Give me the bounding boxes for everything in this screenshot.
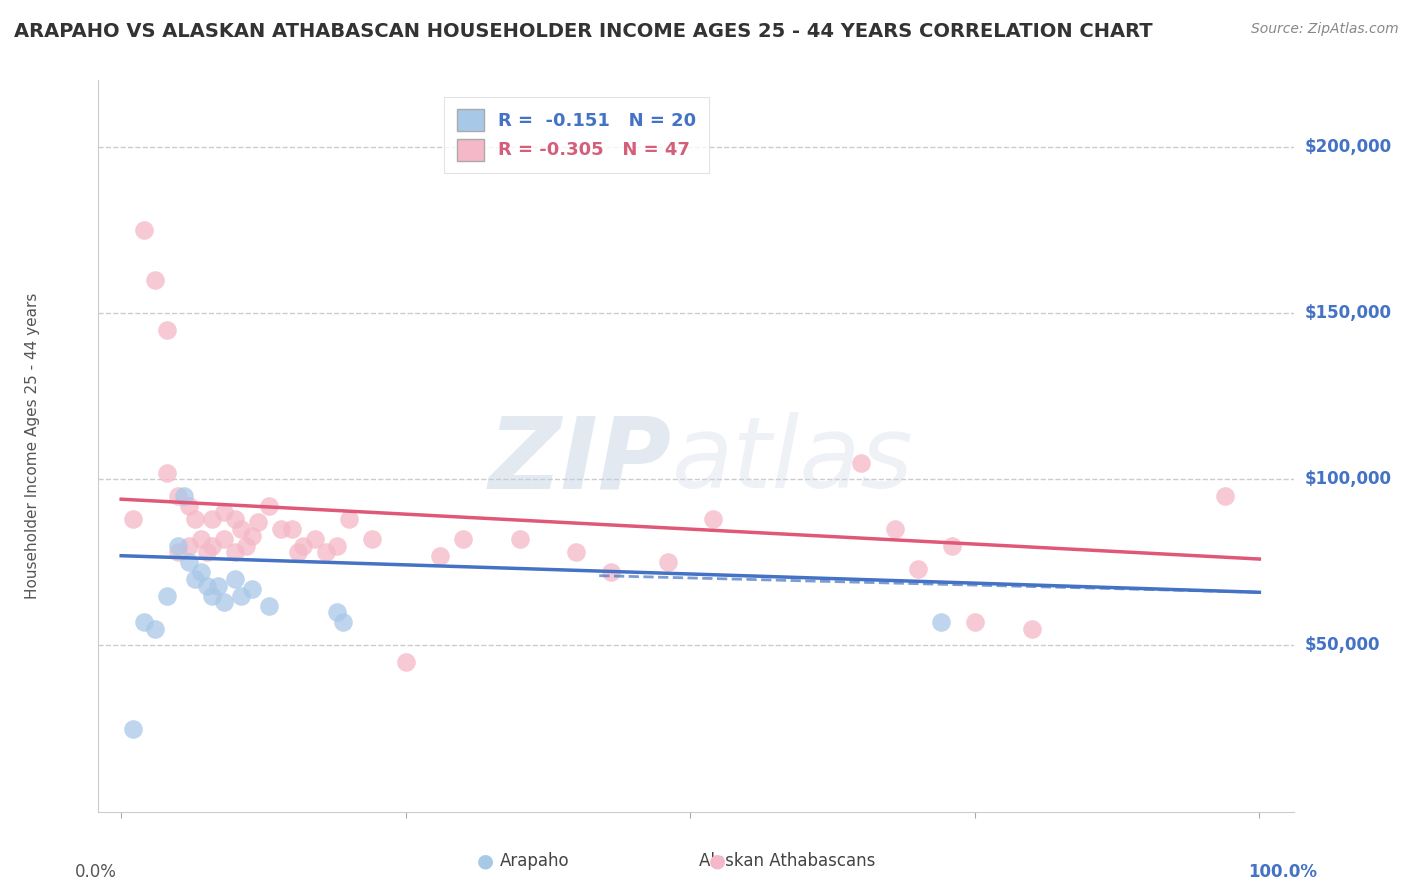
Text: Arapaho: Arapaho xyxy=(499,852,569,870)
Point xyxy=(257,499,280,513)
Point xyxy=(184,512,207,526)
Point xyxy=(292,539,315,553)
Point xyxy=(212,595,235,609)
Text: 0.0%: 0.0% xyxy=(75,863,117,881)
Point xyxy=(224,545,246,559)
Point xyxy=(190,566,212,580)
Text: $150,000: $150,000 xyxy=(1305,304,1392,322)
Point xyxy=(315,545,337,559)
Point xyxy=(270,522,292,536)
Point xyxy=(451,532,474,546)
Text: Source: ZipAtlas.com: Source: ZipAtlas.com xyxy=(1251,22,1399,37)
Point xyxy=(326,539,349,553)
Point xyxy=(1021,622,1043,636)
Text: 100.0%: 100.0% xyxy=(1249,863,1317,881)
Text: $100,000: $100,000 xyxy=(1305,470,1392,488)
Point xyxy=(360,532,382,546)
Point xyxy=(201,589,224,603)
Point xyxy=(156,589,179,603)
Point xyxy=(235,539,257,553)
Point xyxy=(167,489,190,503)
Point xyxy=(207,579,229,593)
Point xyxy=(229,522,252,536)
Point xyxy=(599,566,621,580)
Point xyxy=(143,273,166,287)
Point xyxy=(337,512,360,526)
Point xyxy=(332,615,354,630)
Point xyxy=(849,456,872,470)
Point xyxy=(257,599,280,613)
Point xyxy=(173,489,195,503)
Point xyxy=(179,499,201,513)
Point xyxy=(240,529,263,543)
Point xyxy=(287,545,309,559)
Legend: R =  -0.151   N = 20, R = -0.305   N = 47: R = -0.151 N = 20, R = -0.305 N = 47 xyxy=(444,96,709,173)
Point xyxy=(167,545,190,559)
Point xyxy=(657,555,679,569)
Point xyxy=(429,549,451,563)
Point xyxy=(190,532,212,546)
Point xyxy=(132,223,155,237)
Point xyxy=(156,466,179,480)
Text: ●: ● xyxy=(477,851,494,871)
Text: ARAPAHO VS ALASKAN ATHABASCAN HOUSEHOLDER INCOME AGES 25 - 44 YEARS CORRELATION : ARAPAHO VS ALASKAN ATHABASCAN HOUSEHOLDE… xyxy=(14,22,1153,41)
Point xyxy=(167,539,190,553)
Point xyxy=(326,605,349,619)
Point xyxy=(212,532,235,546)
Point xyxy=(156,323,179,337)
Point xyxy=(907,562,929,576)
Point xyxy=(121,722,143,736)
Text: $200,000: $200,000 xyxy=(1305,137,1392,156)
Text: Householder Income Ages 25 - 44 years: Householder Income Ages 25 - 44 years xyxy=(25,293,41,599)
Text: ZIP: ZIP xyxy=(489,412,672,509)
Point xyxy=(240,582,263,596)
Point xyxy=(195,545,218,559)
Point xyxy=(963,615,986,630)
Text: $50,000: $50,000 xyxy=(1305,637,1381,655)
Point xyxy=(395,655,418,669)
Point xyxy=(184,572,207,586)
Point xyxy=(941,539,963,553)
Point xyxy=(281,522,304,536)
Point xyxy=(179,539,201,553)
Point xyxy=(565,545,588,559)
Point xyxy=(246,516,269,530)
Text: atlas: atlas xyxy=(672,412,914,509)
Point xyxy=(201,539,224,553)
Point xyxy=(132,615,155,630)
Point xyxy=(212,506,235,520)
Text: Alaskan Athabascans: Alaskan Athabascans xyxy=(699,852,876,870)
Text: ●: ● xyxy=(709,851,725,871)
Point xyxy=(929,615,952,630)
Point xyxy=(179,555,201,569)
Point xyxy=(121,512,143,526)
Point xyxy=(1213,489,1236,503)
Point xyxy=(195,579,218,593)
Point xyxy=(229,589,252,603)
Point xyxy=(884,522,907,536)
Point xyxy=(143,622,166,636)
Point xyxy=(702,512,724,526)
Point xyxy=(224,572,246,586)
Point xyxy=(201,512,224,526)
Point xyxy=(509,532,531,546)
Point xyxy=(304,532,326,546)
Point xyxy=(224,512,246,526)
